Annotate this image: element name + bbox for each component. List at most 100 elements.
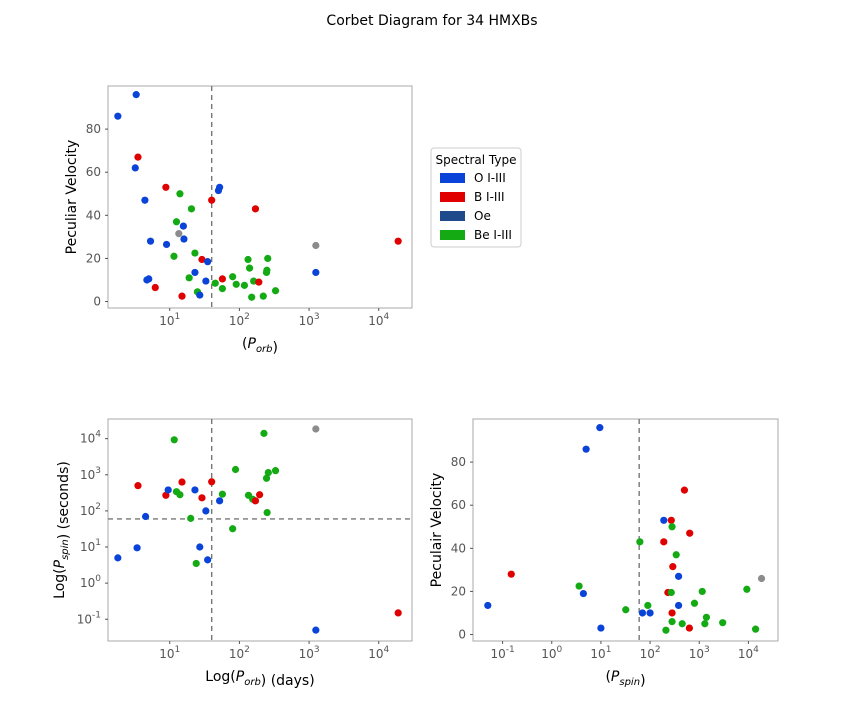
data-point-o-i-iii xyxy=(660,516,668,524)
tick-label: 40 xyxy=(451,541,466,555)
data-point-b-i-iii xyxy=(251,497,260,505)
data-point-b-i-iii xyxy=(178,292,186,300)
data-point-be-i-iii xyxy=(229,525,237,533)
x-axis-label: Log(Porb) (days) xyxy=(205,669,314,689)
tick-label: 0 xyxy=(93,295,101,309)
data-point-o-i-iii xyxy=(196,291,204,299)
data-point-b-i-iii xyxy=(660,538,668,546)
legend: Spectral Type O I-III B I-III Oe Be I-III xyxy=(430,147,522,248)
plot-area xyxy=(472,418,779,642)
data-point-b-i-iii xyxy=(669,563,677,571)
data-point-be-i-iii xyxy=(191,249,199,257)
data-point-be-i-iii xyxy=(668,523,676,531)
data-point-be-i-iii xyxy=(170,252,178,260)
data-point-o-i-iii xyxy=(164,486,172,494)
data-point-o-i-iii xyxy=(202,277,210,285)
data-point-be-i-iii xyxy=(259,292,267,300)
data-point-b-i-iii xyxy=(218,275,226,283)
data-point-o-i-iii xyxy=(146,237,155,245)
data-point-b-i-iii xyxy=(134,482,142,490)
data-point-b-i-iii xyxy=(394,237,402,245)
data-point-o-i-iii xyxy=(141,512,150,521)
data-point-b-i-iii xyxy=(198,494,206,502)
data-point-be-i-iii xyxy=(668,618,676,626)
data-point-o-i-iii xyxy=(204,258,212,266)
tick-label: 103 xyxy=(80,466,101,482)
x-axis-label: (Pspin) xyxy=(605,669,645,689)
tick-label: 101 xyxy=(590,645,611,661)
legend-label-o-i-iii: O I-III xyxy=(474,171,506,185)
data-point-b-i-iii xyxy=(394,609,402,617)
tick-label: 80 xyxy=(86,122,101,136)
tick-label: 102 xyxy=(229,645,250,661)
tick-label: 104 xyxy=(80,430,101,446)
tick-label: 100 xyxy=(80,574,101,590)
legend-swatch-oe xyxy=(440,211,465,221)
data-point-be-i-iii xyxy=(701,620,709,628)
data-point-be-i-iii xyxy=(248,293,256,301)
data-point-o-i-iii xyxy=(204,556,212,564)
tick-label: 20 xyxy=(86,251,101,265)
legend-label-b-i-iii: B I-III xyxy=(474,190,505,204)
data-point-unknown xyxy=(312,241,320,250)
data-point-b-i-iii xyxy=(255,278,263,286)
tick-label: 104 xyxy=(738,645,759,661)
data-point-b-i-iii xyxy=(668,609,676,617)
data-point-be-i-iii xyxy=(263,508,271,517)
data-point-o-i-iii xyxy=(145,275,153,283)
data-point-be-i-iii xyxy=(187,514,195,522)
data-point-b-i-iii xyxy=(686,529,694,537)
data-point-b-i-iii xyxy=(251,205,260,213)
data-point-b-i-iii xyxy=(134,153,142,161)
data-point-be-i-iii xyxy=(172,218,181,226)
data-point-be-i-iii xyxy=(690,599,699,607)
tick-label: 102 xyxy=(640,645,661,661)
data-point-o-i-iii xyxy=(582,445,590,453)
data-point-be-i-iii xyxy=(229,273,237,281)
data-point-o-i-iii xyxy=(646,609,654,617)
data-point-be-i-iii xyxy=(263,266,271,274)
data-point-be-i-iii xyxy=(271,287,280,295)
tick-label: 104 xyxy=(368,312,389,328)
data-point-be-i-iii xyxy=(176,491,184,499)
data-point-o-i-iii xyxy=(132,91,140,99)
data-point-be-i-iii xyxy=(170,436,178,444)
data-point-unknown xyxy=(757,574,766,583)
data-point-o-i-iii xyxy=(179,222,187,230)
data-point-be-i-iii xyxy=(260,429,268,437)
data-point-be-i-iii xyxy=(264,468,272,477)
data-point-be-i-iii xyxy=(719,619,727,627)
data-point-be-i-iii xyxy=(622,606,630,614)
data-point-o-i-iii xyxy=(484,601,492,610)
tick-label: 80 xyxy=(451,455,466,469)
data-point-o-i-iii xyxy=(131,164,139,172)
data-point-o-i-iii xyxy=(180,235,188,243)
y-axis-label: Peculiar Velocity xyxy=(64,140,80,255)
tick-label: 60 xyxy=(451,498,466,512)
plot-area xyxy=(107,418,413,642)
tick-label: 101 xyxy=(159,312,180,328)
data-point-be-i-iii xyxy=(575,582,583,590)
data-point-be-i-iii xyxy=(187,205,196,213)
data-point-b-i-iii xyxy=(667,516,675,524)
data-point-o-i-iii xyxy=(202,507,210,515)
data-point-be-i-iii xyxy=(743,585,751,593)
data-point-b-i-iii xyxy=(162,183,170,191)
data-point-be-i-iii xyxy=(218,490,226,498)
data-point-o-i-iii xyxy=(216,497,224,505)
data-point-be-i-iii xyxy=(751,625,760,633)
data-point-o-i-iii xyxy=(312,626,320,634)
data-point-be-i-iii xyxy=(644,601,652,610)
tick-label: 0 xyxy=(458,628,466,642)
data-point-be-i-iii xyxy=(240,281,249,289)
data-point-b-i-iii xyxy=(151,283,159,292)
data-point-o-i-iii xyxy=(114,554,122,562)
data-point-b-i-iii xyxy=(208,478,216,486)
tick-label: 101 xyxy=(80,538,101,554)
data-point-b-i-iii xyxy=(507,570,515,578)
data-point-unknown xyxy=(312,425,320,433)
data-point-be-i-iii xyxy=(262,474,271,482)
data-point-o-i-iii xyxy=(133,544,141,552)
data-point-be-i-iii xyxy=(176,190,184,198)
tick-label: 102 xyxy=(80,502,101,518)
